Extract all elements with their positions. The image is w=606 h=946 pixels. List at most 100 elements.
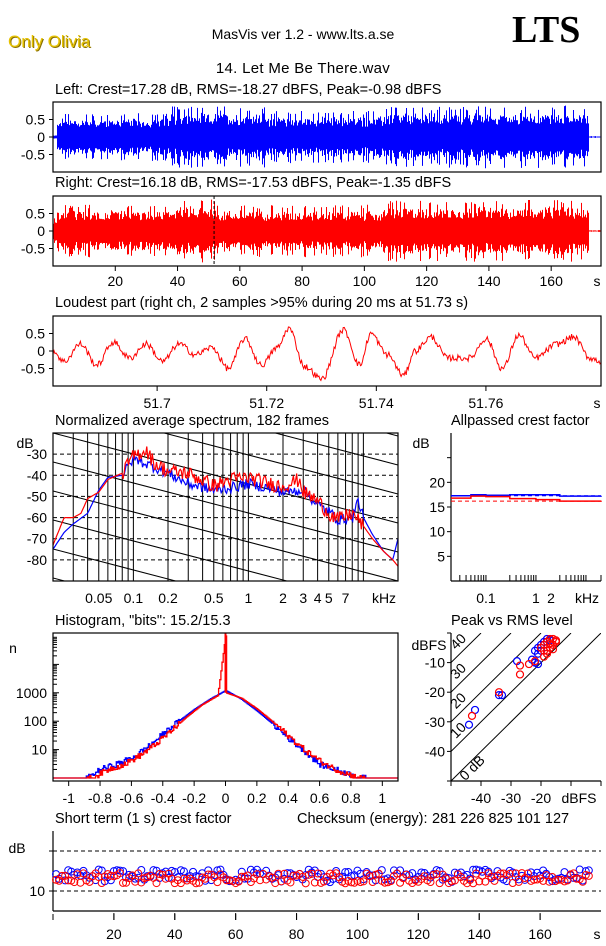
loudest-part-ytick-label: 0 [37,343,45,359]
histogram-xtick-label: 0.8 [341,790,361,806]
short-term-crest-right-point [289,871,298,880]
allpassed-crest-xtick-label: 0.1 [476,590,496,606]
spectrum-slope-line [53,519,289,581]
peak-vs-rms-xtick-label: -20 [531,790,551,806]
allpassed-crest-ylabel: dB [412,435,429,451]
short-term-crest-xtick-label: 60 [228,926,244,942]
peak-vs-rms-title: Peak vs RMS level [451,613,573,629]
spectrum-slope-line [162,433,398,495]
spectrum-title: Normalized average spectrum, 182 frames [55,413,330,429]
album-brand-label: Only Olivia [8,32,91,51]
spectrum-ytick-label: -60 [27,510,47,526]
short-term-crest-right-point [79,869,88,878]
short-term-crest-right-point [274,869,283,878]
spectrum-xtick-label: 1 [244,590,252,606]
lts-logo: LTS [512,9,581,51]
spectrum-xtick-label: 0.2 [158,590,178,606]
loudest-part-xunit-label: s [594,395,601,411]
peak-vs-rms-ytick-label: -20 [425,684,445,700]
histogram-title: Histogram, "bits": 15.2/15.3 [55,613,231,629]
loudest-part-xtick-label: 51.76 [468,395,503,411]
spectrum-slope-line [53,172,398,262]
short-term-crest-right-point [380,878,389,887]
short-term-crest-right-point [119,878,128,887]
histogram-ytick-label: 100 [24,713,48,729]
left-waveform-group: 0.50 -0.5 [21,105,601,169]
spectrum-ytick-label: -50 [27,488,47,504]
short-term-crest-right-point [481,877,490,886]
short-term-crest-right-point [347,878,356,887]
histogram-xtick-label: -0.6 [119,790,143,806]
spectrum-xtick-label: 0.5 [204,590,224,606]
spectrum-slope-line [53,259,398,349]
allpassed-crest-xunit-label: kHz [575,590,599,606]
spectrum-frame [52,432,399,582]
peak-vs-rms-ylabel: dBFS [411,637,446,653]
short-term-crest-right-point [73,870,82,879]
short-term-crest-right-point [134,869,143,878]
short-term-crest-right-point [277,877,286,886]
short-term-crest-right-point [578,877,587,886]
spectrum-xtick-label: 7 [342,590,350,606]
short-term-crest-right-point [237,872,246,881]
short-term-crest-right-point [432,870,441,879]
right-waveform-xtick-label: 20 [107,273,123,289]
short-term-crest-xtick-label: 120 [407,926,431,942]
right-waveform-xtick-label: 40 [170,273,186,289]
histogram-xtick-label: -0.4 [151,790,175,806]
spectrum-ylabel: dB [16,435,33,451]
checksum-label: Checksum (energy): [297,811,428,827]
spectrum-slope-line [384,433,398,437]
spectrum-xtick-label: 5 [325,590,333,606]
right-waveform-xtick-label: 160 [540,273,564,289]
allpassed-crest-title: Allpassed crest factor [451,413,590,429]
peak-vs-rms-crest-line [451,633,482,664]
spectrum-right-line [53,446,398,567]
short-term-crest-right-point [213,878,222,887]
histogram-group: n 1000 100 10 -1 -0.8 -0.6 -0.4 -0.2 0 0.2 0.4 0.6 0.… [9,633,398,806]
short-term-crest-right-point [426,878,435,887]
short-term-crest-right-point [106,871,115,880]
loudest-part-xtick-label: 51.74 [359,395,394,411]
allpassed-crest-ytick-label: 5 [437,548,445,564]
spectrum-slope-line [53,490,398,581]
short-term-crest-right-point [70,878,79,887]
peak-vs-rms-crest-label: 0 dB [456,752,488,784]
histogram-xtick-label: -0.8 [88,790,112,806]
peak-vs-rms-ytick-label: -10 [425,655,445,671]
short-term-crest-right-point [393,869,402,878]
short-term-crest-xtick-label: 80 [289,926,305,942]
short-term-crest-title: Short term (1 s) crest factor [55,811,232,827]
histogram-xtick-label: 0 [222,790,230,806]
loudest-part-ytick-label: 0.5 [26,326,46,342]
loudest-part-line [52,326,602,382]
histogram-xtick-label: 0.6 [310,790,330,806]
short-term-crest-right-point [307,869,316,878]
allpassed-crest-right-line [451,495,602,502]
spectrum-xtick-label: 3 [299,590,307,606]
peak-vs-rms-right-point [515,670,525,679]
checksum-value: 281 226 825 101 127 [432,811,570,827]
short-term-crest-right-point [280,869,289,878]
short-term-crest-right-point [301,879,310,888]
allpassed-crest-group: dB 20 15 10 5 0.1 1 2 kHz [412,433,602,606]
short-term-crest-right-point [310,878,319,887]
allpassed-crest-ytick-label: 15 [429,499,445,515]
left-waveform-signal [53,105,601,169]
peak-vs-rms-xunit-label: dBFS [561,790,596,806]
spectrum-slope-line [273,433,398,466]
histogram-xtick-label: 0.2 [247,790,267,806]
histogram-xtick-label: 1 [378,790,386,806]
right-waveform-xtick-label: 120 [415,273,439,289]
peak-vs-rms-right-point [494,688,504,697]
loudest-part-ytick-label: -0.5 [21,361,45,377]
histogram-ytick-label: 1000 [16,685,47,701]
short-term-crest-xunit-label: s [594,926,601,942]
short-term-crest-group: dB 10 20 40 60 80 100 120 140 160 s [8,831,601,942]
left-waveform-ytick-label: 0.5 [26,112,46,128]
spectrum-xtick-label: 2 [279,590,287,606]
spectrum-ytick-label: -70 [27,531,47,547]
left-waveform-frame [52,101,602,173]
